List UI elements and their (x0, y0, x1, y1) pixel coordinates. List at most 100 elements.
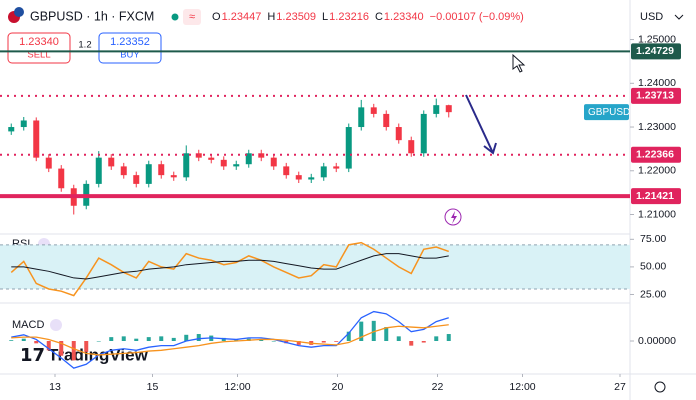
status-icon: ≈ (189, 11, 195, 23)
settings-icon[interactable] (654, 381, 666, 393)
candle-body (8, 127, 15, 132)
macd-histogram-bar (34, 341, 39, 344)
macd-histogram-bar (409, 341, 414, 346)
y-tick-label: 50.00 (640, 261, 666, 273)
candle-body (145, 164, 152, 184)
candle-body (370, 107, 377, 114)
ohlc-value: 1.23340 (384, 11, 424, 23)
status-dot (171, 13, 179, 21)
macd-histogram-bar (321, 341, 326, 343)
status-badge (183, 9, 201, 25)
candle-body (58, 168, 65, 189)
macd-histogram-bar (71, 341, 76, 361)
level-tag (631, 146, 681, 163)
macd-histogram-bar (446, 334, 451, 341)
macd-histogram-bar (146, 337, 151, 341)
macd-title: MACD (12, 319, 44, 331)
x-tick-label: 12:00 (224, 381, 250, 393)
macd-histogram-bar (234, 339, 239, 341)
macd-histogram-bar (271, 341, 276, 342)
macd-histogram-bar (9, 340, 14, 341)
signal-line (11, 324, 449, 356)
candle-body (270, 157, 277, 167)
level-label: 1.23713 (636, 90, 674, 102)
arrow-drawing (465, 94, 497, 155)
macd-histogram-bar (159, 336, 164, 341)
candle-body (345, 127, 352, 169)
y-tick-label: 25.00 (640, 288, 666, 300)
ohlc-key: O (212, 11, 221, 23)
candle-body (195, 153, 202, 158)
x-tick-label: 20 (332, 381, 344, 393)
candle-body (383, 113, 390, 128)
level-label: 1.24729 (636, 45, 674, 57)
candle-body (295, 175, 302, 180)
macd-histogram-bar (21, 338, 26, 341)
macd-histogram-bar (359, 321, 364, 341)
ohlc-value: 1.23447 (222, 11, 262, 23)
candle-body (133, 175, 140, 184)
candle-body (420, 113, 427, 154)
symbol-tag-label: GBPUSD (588, 107, 630, 118)
macd-line (11, 310, 449, 369)
macd-histogram-bar (46, 341, 51, 351)
sell-button[interactable] (7, 32, 71, 64)
buy-label: BUY (120, 50, 140, 61)
macd-histogram-bar (259, 339, 264, 341)
candle-body (283, 166, 290, 176)
candle-body (120, 166, 127, 176)
x-tick-label: 22 (432, 381, 444, 393)
y-tick-label: 1.24000 (638, 77, 676, 89)
macd-histogram-bar (371, 320, 376, 341)
candle-body (220, 159, 227, 167)
y-tick-label: 1.23000 (638, 121, 676, 133)
candle-body (95, 157, 102, 184)
macd-histogram-bar (59, 341, 64, 356)
macd-histogram-bar (196, 334, 201, 341)
x-tick-label: 13 (49, 381, 61, 393)
candle-body (258, 153, 265, 158)
level-tag (631, 87, 681, 104)
event-icon (451, 211, 457, 224)
rsi-line (10, 241, 449, 297)
candle-body (20, 120, 27, 128)
ohlc-key: C (375, 11, 383, 23)
rsi-ma-line (11, 253, 449, 280)
indicator-icon (50, 319, 62, 331)
currency[interactable]: USD (640, 11, 663, 23)
macd-histogram-bar (171, 337, 176, 341)
candle-body (245, 153, 252, 165)
candle-body (33, 120, 40, 158)
candle-body (408, 140, 415, 154)
candle-body (183, 153, 190, 178)
symbol-tag (584, 104, 629, 121)
ohlc-key: H (267, 11, 275, 23)
macd-histogram-bar (396, 336, 401, 341)
macd-histogram-bar (334, 341, 339, 342)
dropdown-icon (674, 14, 684, 20)
macd-histogram-bar (296, 341, 301, 345)
candle-body (308, 177, 315, 180)
candle-body (233, 164, 240, 167)
x-tick-label: 27 (614, 381, 626, 393)
candle-body (108, 157, 115, 167)
y-tick-label: 1.21000 (638, 208, 676, 220)
level-label: 1.22366 (636, 149, 674, 161)
macd-histogram-bar (109, 337, 114, 341)
macd-histogram-bar (421, 341, 426, 343)
spread: 1.2 (78, 40, 91, 51)
y-tick-label: 1.22000 (638, 165, 676, 177)
level-tag (631, 43, 681, 60)
level-label: 1.21421 (636, 190, 674, 202)
candle-body (320, 166, 327, 178)
symbol[interactable]: GBPUSD · 1h · FXCM (30, 9, 154, 23)
buy-button[interactable] (98, 32, 162, 64)
x-tick-label: 15 (147, 381, 159, 393)
macd-histogram-bar (96, 341, 101, 342)
buy-price: 1.23352 (110, 36, 150, 48)
level-tag (631, 188, 681, 205)
macd-histogram-bar (121, 336, 126, 341)
candle-body (433, 105, 440, 114)
candle-body (358, 107, 365, 128)
